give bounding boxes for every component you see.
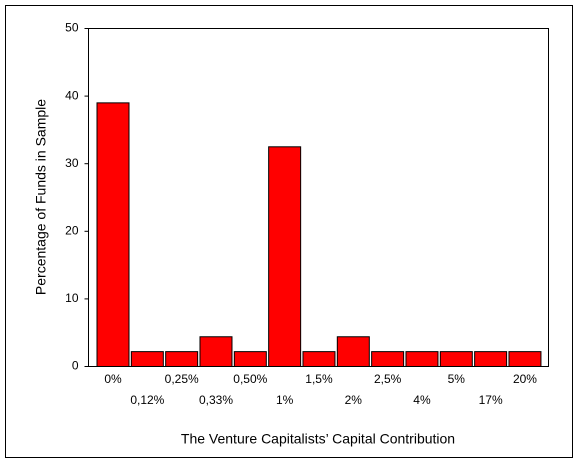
bar: [268, 146, 302, 367]
bar: [165, 351, 199, 367]
x-tick-label: 0,25%: [165, 372, 199, 386]
y-tick-label: 20: [65, 223, 79, 237]
x-tick-label: 4%: [413, 393, 431, 407]
x-tick-label: 1%: [276, 393, 294, 407]
bar: [130, 351, 164, 367]
bar: [96, 102, 130, 368]
y-tick-label: 40: [65, 88, 79, 102]
bar: [439, 351, 473, 367]
bar: [474, 351, 508, 367]
bar: [508, 351, 542, 367]
y-tick-label: 10: [65, 291, 79, 305]
x-tick-label: 0,33%: [199, 393, 233, 407]
x-tick-label: 2%: [345, 393, 363, 407]
bar: [302, 351, 336, 367]
y-tick-label: 30: [65, 156, 79, 170]
bar: [405, 351, 439, 367]
bar: [371, 351, 405, 367]
x-tick-label: 0,50%: [233, 372, 267, 386]
x-tick-label: 17%: [479, 393, 503, 407]
bar: [336, 336, 370, 368]
bar: [199, 336, 233, 368]
x-tick-label: 1,5%: [305, 372, 333, 386]
y-axis-title: Percentage of Funds in Sample: [33, 99, 49, 295]
x-tick-label: 5%: [448, 372, 466, 386]
x-tick-label: 0,12%: [130, 393, 164, 407]
bar: [233, 351, 267, 367]
x-tick-label: 20%: [513, 372, 537, 386]
y-tick-label: 50: [65, 21, 79, 35]
x-tick-label: 0%: [104, 372, 122, 386]
x-axis-title: The Venture Capitalists’ Capital Contrib…: [181, 431, 455, 447]
x-tick-label: 2,5%: [374, 372, 402, 386]
y-tick-label: 0: [72, 359, 79, 373]
